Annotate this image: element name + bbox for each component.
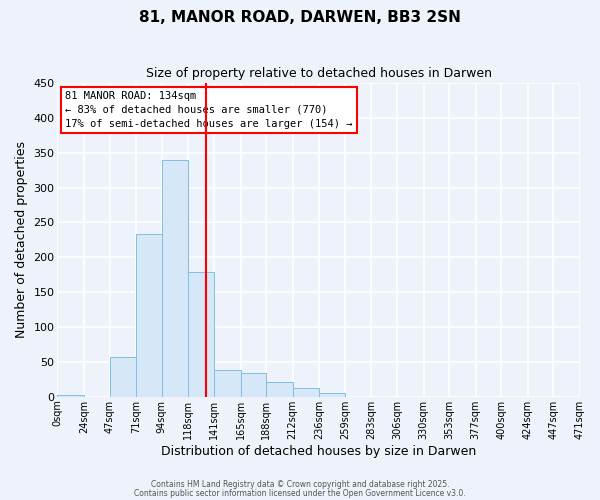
Text: 81, MANOR ROAD, DARWEN, BB3 2SN: 81, MANOR ROAD, DARWEN, BB3 2SN [139, 10, 461, 25]
Bar [293, 388, 319, 397]
Bar [58, 396, 84, 397]
Bar [162, 160, 188, 397]
Bar [241, 373, 266, 397]
Y-axis label: Number of detached properties: Number of detached properties [15, 142, 28, 338]
X-axis label: Distribution of detached houses by size in Darwen: Distribution of detached houses by size … [161, 444, 476, 458]
Title: Size of property relative to detached houses in Darwen: Size of property relative to detached ho… [146, 68, 492, 80]
Bar [266, 382, 293, 397]
Bar [110, 357, 136, 397]
Bar [136, 234, 162, 397]
Bar [188, 272, 214, 397]
Text: 81 MANOR ROAD: 134sqm
← 83% of detached houses are smaller (770)
17% of semi-det: 81 MANOR ROAD: 134sqm ← 83% of detached … [65, 91, 353, 129]
Text: Contains HM Land Registry data © Crown copyright and database right 2025.: Contains HM Land Registry data © Crown c… [151, 480, 449, 489]
Text: Contains public sector information licensed under the Open Government Licence v3: Contains public sector information licen… [134, 489, 466, 498]
Bar [319, 394, 345, 397]
Bar [214, 370, 241, 397]
